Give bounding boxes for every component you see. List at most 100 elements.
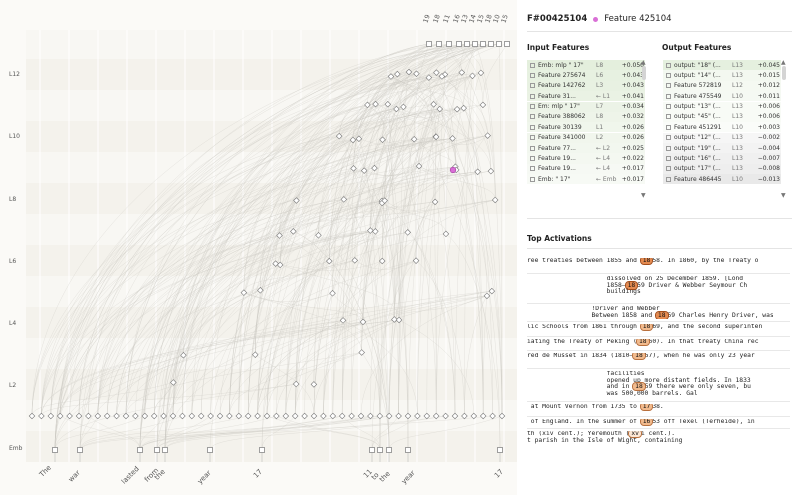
graph-node[interactable] [259,447,265,453]
graph-node[interactable] [449,135,456,142]
feature-row[interactable]: Feature 19... ← L4 +0.022 [527,153,645,164]
activation-example[interactable]: !Driver and Webber Between 1858 and 18 59… [527,306,797,320]
graph-node[interactable] [395,412,402,420]
graph-node[interactable] [320,412,327,420]
graph-node[interactable] [372,228,379,235]
activation-example[interactable]: of England. In the summer of 16 53 off Te… [527,419,797,426]
graph-node[interactable] [378,257,386,265]
activation-example[interactable]: iating the Treaty of Peking (18 60). In t… [527,339,797,346]
graph-node[interactable] [413,70,420,78]
graph-node[interactable] [338,412,346,420]
input-scrollbar[interactable] [642,66,646,80]
feature-row[interactable]: Feature 275674 L6 +0.043 [527,70,645,81]
graph-node[interactable] [291,412,299,420]
feature-row[interactable]: Feature 341000 L2 +0.026 [527,132,645,143]
checkbox-icon[interactable] [530,114,535,120]
graph-node[interactable] [474,168,481,176]
graph-node[interactable] [154,447,160,453]
feature-row[interactable]: output: "13" (... L13 +0.006 [663,101,781,112]
graph-node[interactable] [393,105,400,113]
graph-node[interactable] [340,196,348,203]
scroll-down-icon[interactable]: ▼ [641,192,646,199]
graph-node[interactable] [137,447,143,453]
graph-node[interactable] [464,41,470,47]
graph-node[interactable] [381,197,388,204]
graph-node[interactable] [364,101,371,109]
graph-node[interactable] [197,412,205,420]
graph-node[interactable] [357,412,365,420]
graph-node[interactable] [207,447,213,453]
feature-row[interactable]: Feature 31... ← L1 +0.041 [527,91,645,102]
graph-node[interactable] [272,260,279,267]
input-features-list[interactable]: Emb: mlp " 17" L8 +0.050 Feature 275674 L6 +0… [527,60,645,185]
graph-node[interactable] [141,412,149,420]
graph-node[interactable] [132,412,139,420]
graph-node[interactable] [85,412,92,420]
graph-node[interactable] [479,412,487,420]
graph-node[interactable] [488,287,496,295]
checkbox-icon[interactable] [666,83,671,89]
graph-node[interactable] [404,412,412,420]
checkbox-icon[interactable] [666,135,671,141]
graph-node[interactable] [423,412,431,420]
graph-node[interactable] [179,412,186,420]
graph-node[interactable] [442,412,449,420]
graph-node[interactable] [113,412,120,420]
graph-node[interactable] [257,287,264,294]
graph-node[interactable] [235,412,243,420]
graph-node[interactable] [487,167,495,175]
graph-node[interactable] [349,136,357,144]
graph-node[interactable] [188,412,196,420]
graph-node[interactable] [497,447,503,453]
graph-node[interactable] [335,132,343,140]
output-scrollbar[interactable] [782,66,786,80]
graph-node[interactable] [28,412,36,420]
graph-node[interactable] [456,41,462,47]
graph-node[interactable] [405,68,413,76]
graph-node[interactable] [358,349,365,356]
graph-node[interactable] [446,41,452,47]
graph-node[interactable] [480,41,486,47]
checkbox-icon[interactable] [530,166,535,172]
checkbox-icon[interactable] [666,155,671,161]
checkbox-icon[interactable] [666,93,671,99]
graph-node[interactable] [376,412,384,420]
graph-node[interactable] [425,74,433,81]
graph-node[interactable] [360,167,368,174]
graph-node[interactable] [394,70,401,78]
activation-example[interactable]: lic Schools from 1861 through 18 69, and … [527,324,797,331]
feature-row[interactable]: Emb: " 17" ← Emb +0.017 [527,174,645,185]
graph-node[interactable] [180,352,187,359]
graph-node[interactable] [350,165,357,172]
graph-node[interactable] [52,447,58,453]
graph-node[interactable] [400,103,407,111]
graph-node[interactable] [489,412,496,420]
graph-node[interactable] [433,69,440,76]
feature-row[interactable]: output: "18" (... L13 +0.045 [663,60,781,71]
graph-node[interactable] [47,412,55,420]
graph-node[interactable] [412,257,420,264]
graph-node[interactable] [391,316,398,323]
graph-node[interactable] [122,412,130,420]
feature-row[interactable]: Feature 486445 L10 −0.013 [663,174,781,185]
graph-node[interactable] [431,198,439,206]
checkbox-icon[interactable] [530,135,535,141]
checkbox-icon[interactable] [666,166,671,172]
graph-node[interactable] [384,100,392,108]
graph-node[interactable] [436,105,443,113]
graph-node[interactable] [496,41,502,47]
graph-node[interactable] [292,380,300,388]
feature-row[interactable]: Feature 30139 L1 +0.026 [527,122,645,133]
checkbox-icon[interactable] [530,93,535,99]
graph-node[interactable] [169,412,177,420]
attribution-graph[interactable]: L12 L10 L8 L6 L4 L2 Emb The war lasted f… [0,0,517,495]
graph-node[interactable] [479,101,487,109]
graph-node[interactable] [438,73,446,80]
graph-node[interactable] [301,412,308,420]
output-features-list[interactable]: output: "18" (... L13 +0.045 output: "14" (… [663,60,781,185]
graph-node[interactable] [94,412,102,420]
graph-node[interactable] [351,257,359,264]
graph-node[interactable] [226,412,233,420]
graph-node[interactable] [150,412,158,420]
feature-row[interactable]: Feature 451291 L10 +0.003 [663,122,781,133]
